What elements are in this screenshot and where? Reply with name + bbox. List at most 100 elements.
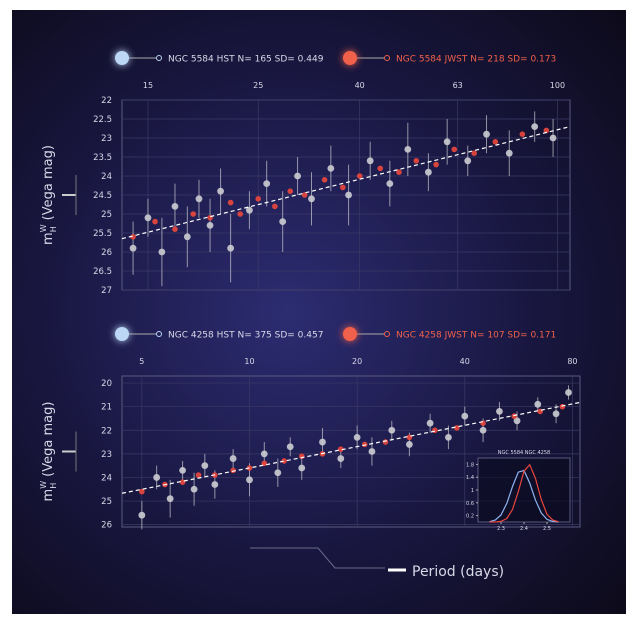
y-tick-label: 25.5: [93, 229, 112, 239]
data-point: [211, 481, 219, 488]
data-point: [190, 485, 198, 493]
data-point: [279, 218, 287, 226]
y-tick-label: 24: [101, 172, 112, 182]
data-point: [260, 450, 268, 458]
y-axis-label: mHW (Vega mag): [39, 145, 58, 245]
data-point: [144, 214, 152, 222]
data-point: [246, 206, 253, 214]
data-point: [139, 488, 145, 495]
data-point: [337, 446, 344, 452]
y-tick-label: 26: [101, 521, 112, 531]
data-point: [345, 191, 352, 199]
x-tick-label: 40: [355, 81, 365, 90]
data-point: [308, 195, 315, 203]
data-point: [483, 130, 490, 138]
data-point: [461, 412, 469, 420]
y-axis-label-part: H: [49, 226, 58, 232]
y-tick-label: 24.5: [93, 191, 112, 201]
data-point: [294, 172, 301, 180]
y-tick-label: 23: [101, 134, 112, 144]
data-point: [531, 123, 539, 130]
data-point: [386, 180, 394, 188]
data-point: [263, 180, 271, 188]
y-axis-label-part: W: [39, 224, 48, 232]
x-tick-label: 5: [139, 357, 144, 366]
data-point: [286, 443, 294, 451]
data-point: [183, 233, 191, 241]
y-tick-label: 25: [101, 210, 112, 220]
data-point: [552, 410, 560, 418]
legend-marker-end: [156, 331, 162, 337]
x-tick-label: 2.3: [497, 526, 505, 532]
data-point: [471, 150, 477, 156]
plot-area: [121, 375, 581, 528]
data-point: [298, 464, 306, 472]
data-point: [511, 413, 518, 419]
data-point: [246, 476, 253, 484]
data-point: [152, 218, 158, 225]
x-tick-label: 40: [460, 357, 470, 366]
y-tick-label: 20: [101, 379, 112, 389]
y-axis-label-part: W: [39, 481, 48, 489]
legend-label: NGC 4258 JWST N= 107 SD= 0.171: [396, 331, 556, 341]
data-point: [443, 138, 451, 146]
inset-title: NGC 5584 NGC 4258: [498, 450, 550, 456]
data-point: [190, 211, 197, 217]
data-point: [195, 472, 202, 478]
y-axis-label: mHW (Vega mag): [39, 402, 58, 502]
legend-marker: [343, 51, 357, 65]
data-point: [166, 495, 174, 503]
data-point: [549, 134, 557, 142]
data-point: [319, 438, 326, 446]
data-point: [281, 458, 287, 464]
legend-marker-end: [384, 55, 390, 61]
data-point: [404, 146, 412, 153]
data-point: [138, 511, 146, 519]
data-point: [195, 195, 203, 203]
data-point: [505, 149, 513, 157]
data-point: [480, 420, 486, 426]
line-series: [489, 463, 559, 523]
y-axis-label-part: m: [41, 489, 56, 502]
y-tick-label: 0.6: [466, 501, 474, 507]
data-point: [261, 460, 268, 467]
legend-marker: [115, 327, 129, 341]
data-point: [513, 417, 521, 425]
y-tick-label: 21: [101, 403, 112, 413]
data-point: [565, 389, 572, 396]
x-tick-label: 20: [352, 357, 362, 366]
legend-marker: [115, 51, 129, 65]
legend-marker-end: [384, 331, 390, 337]
data-point: [227, 244, 235, 252]
data-point: [129, 244, 137, 252]
data-point: [171, 203, 179, 210]
data-point: [274, 469, 282, 477]
data-point: [361, 441, 368, 448]
data-point: [559, 403, 566, 410]
data-point: [454, 425, 460, 431]
x-tick-label: 80: [567, 357, 577, 366]
data-point: [396, 169, 402, 175]
data-point: [464, 157, 472, 165]
y-tick-label: 22.5: [93, 115, 112, 125]
data-point: [353, 433, 361, 441]
y-axis-label-part: (Vega mag): [41, 145, 56, 220]
y-axis-label-part: (Vega mag): [41, 402, 56, 477]
x-tick-label: 2.5: [543, 526, 551, 532]
y-tick-label: 26: [101, 248, 112, 258]
y-tick-label: 1: [471, 488, 474, 494]
data-point: [445, 433, 452, 441]
data-point: [158, 248, 166, 256]
data-point: [426, 419, 434, 427]
data-point: [382, 439, 389, 445]
legend-marker-end: [156, 55, 162, 61]
data-point: [356, 173, 363, 179]
data-point: [451, 146, 458, 153]
x-axis-label: Period (days): [412, 564, 504, 580]
y-axis-label-part: m: [41, 232, 56, 245]
fit-line: [121, 401, 581, 494]
data-point: [519, 131, 526, 137]
data-point: [424, 168, 432, 176]
data-point: [206, 222, 214, 229]
data-point: [327, 165, 335, 172]
